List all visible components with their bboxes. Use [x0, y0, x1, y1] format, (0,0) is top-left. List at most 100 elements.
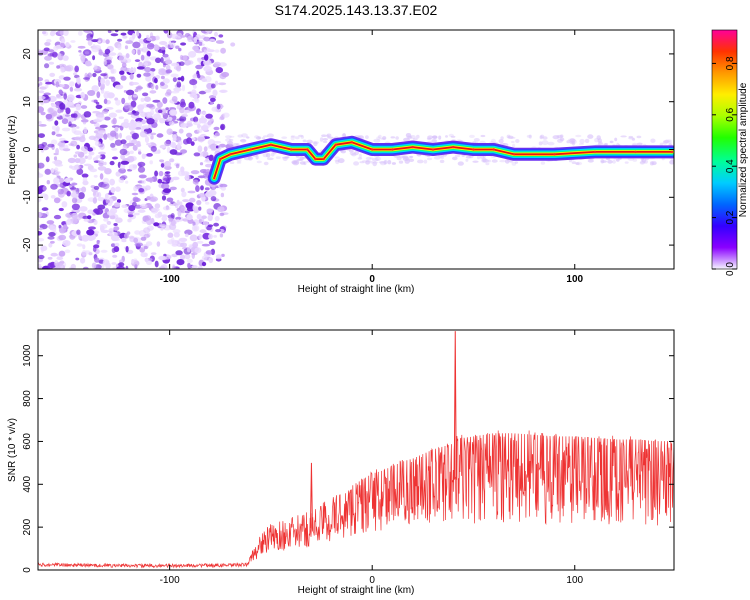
noise-blob — [38, 189, 43, 195]
colorbar-ticks: 0.0 0.2 0.4 0.6 0.8 — [712, 56, 737, 276]
noise-blob — [159, 144, 167, 149]
noise-blob — [80, 105, 88, 109]
noise-blob — [76, 243, 83, 247]
snr-series — [38, 331, 674, 569]
noise-blob — [81, 234, 90, 242]
noise-blob — [38, 263, 42, 267]
noise-blob — [146, 118, 155, 125]
noise-blob — [203, 59, 212, 66]
noise-blob — [120, 160, 130, 165]
noise-blob — [135, 86, 143, 90]
noise-blob — [50, 183, 58, 190]
noise-blob — [176, 81, 182, 88]
noise-blob — [359, 161, 365, 164]
noise-blob — [87, 147, 94, 152]
noise-blob — [103, 218, 109, 222]
noise-blob — [579, 142, 584, 146]
noise-blob — [220, 192, 225, 198]
noise-blob — [457, 161, 464, 166]
noise-blob — [141, 46, 149, 53]
noise-blob — [220, 123, 226, 131]
noise-blob — [214, 215, 220, 222]
noise-blob — [540, 161, 546, 165]
noise-blob — [171, 33, 178, 40]
noise-blob — [145, 177, 154, 182]
snr-line — [38, 430, 674, 569]
noise-blob — [202, 152, 207, 158]
noise-blob — [166, 116, 173, 121]
noise-blob — [151, 208, 160, 212]
noise-blob — [206, 208, 214, 213]
noise-blob — [197, 266, 203, 269]
noise-blob — [175, 163, 180, 169]
noise-blob — [240, 138, 247, 143]
noise-blob — [575, 134, 582, 138]
noise-blob — [76, 168, 84, 175]
noise-blob — [153, 222, 160, 227]
noise-blob — [354, 150, 360, 156]
noise-blob — [196, 128, 203, 134]
noise-blob — [105, 59, 112, 65]
noise-blob — [481, 158, 488, 163]
noise-blob — [387, 160, 392, 165]
noise-blob — [219, 212, 225, 217]
noise-blob — [103, 92, 109, 99]
noise-blob — [365, 160, 371, 165]
noise-blob — [166, 32, 173, 39]
noise-blob — [122, 35, 128, 39]
noise-blob — [448, 133, 454, 137]
noise-blob — [137, 166, 146, 173]
noise-blob — [176, 259, 185, 266]
noise-blob — [201, 243, 211, 247]
noise-blob — [121, 239, 127, 243]
ridge-point — [334, 143, 337, 146]
noise-blob — [114, 84, 124, 90]
noise-blob — [639, 160, 645, 165]
noise-blob — [143, 233, 150, 239]
noise-blob — [98, 162, 104, 167]
noise-blob — [384, 159, 388, 165]
noise-blob — [165, 171, 171, 175]
noise-blob — [172, 229, 181, 234]
noise-blob — [135, 117, 144, 123]
noise-blob — [196, 213, 202, 220]
noise-blob — [95, 104, 103, 110]
noise-blob — [511, 161, 517, 166]
noise-blob — [201, 255, 208, 261]
noise-blob — [83, 218, 90, 222]
ridge-point — [452, 145, 455, 149]
noise-blob — [181, 191, 187, 198]
noise-blob — [254, 135, 260, 139]
noise-blob — [166, 128, 173, 135]
noise-blob — [465, 158, 469, 162]
noise-blob — [180, 206, 187, 212]
noise-blob — [201, 78, 207, 82]
noise-blob — [175, 45, 180, 49]
noise-blob — [500, 136, 504, 140]
noise-blob — [256, 160, 262, 164]
noise-blob — [92, 55, 96, 61]
noise-blob — [38, 133, 45, 139]
noise-blob — [49, 72, 56, 77]
noise-blob — [215, 254, 222, 260]
noise-blob — [378, 134, 382, 139]
noise-blob — [186, 214, 193, 221]
noise-blob — [77, 30, 83, 36]
noise-blob — [408, 158, 415, 162]
noise-blob — [38, 237, 45, 242]
noise-blob — [208, 257, 214, 264]
noise-blob — [247, 156, 253, 161]
noise-blob — [262, 135, 269, 138]
noise-blob — [432, 135, 438, 139]
noise-blob — [199, 169, 208, 174]
noise-blob — [193, 36, 197, 44]
noise-blob — [112, 254, 118, 258]
noise-blob — [46, 39, 52, 43]
noise-blob — [180, 123, 188, 128]
noise-blob — [146, 37, 153, 41]
noise-blob — [207, 120, 212, 126]
noise-blob — [91, 85, 99, 92]
noise-blob — [159, 159, 165, 163]
noise-blob — [73, 72, 77, 76]
